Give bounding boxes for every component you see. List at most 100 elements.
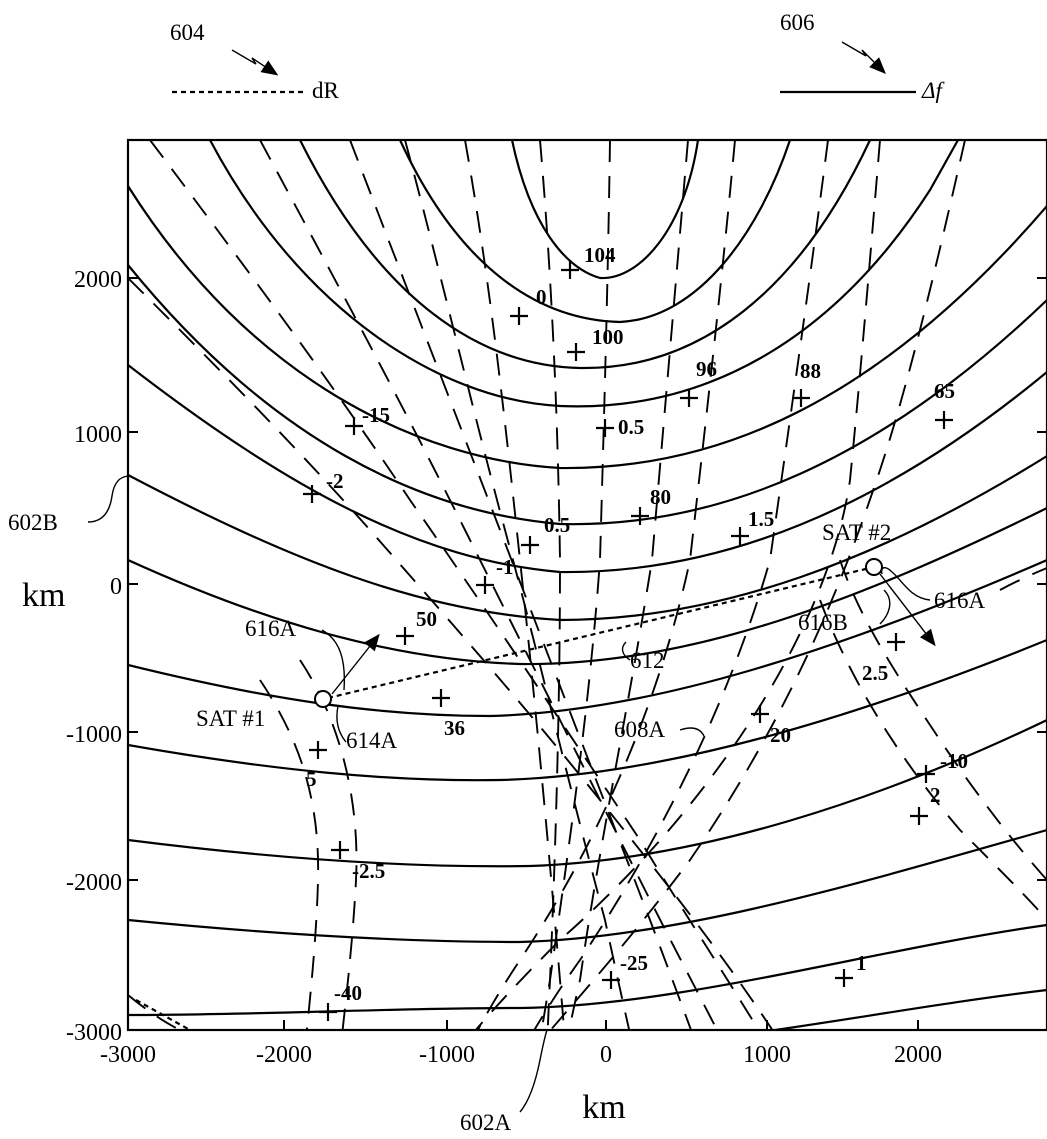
svg-text:0.5: 0.5: [618, 415, 644, 439]
range-contour-6: [464, 140, 566, 1030]
legend-dashed-label: dR: [312, 78, 340, 103]
svg-text:96: 96: [696, 357, 717, 381]
freq-contour-15: [768, 988, 1047, 1030]
freq-contour-14: [128, 923, 1047, 1017]
legend: 604 dR 606 Δf: [170, 10, 945, 103]
ref-616b-leader: [879, 589, 891, 625]
x-axis: -3000 -2000 -1000 0 1000 2000 km: [100, 1042, 942, 1126]
marker-0: 0: [510, 285, 547, 325]
x-tick-label: 1000: [743, 1042, 791, 1068]
sat2-label: SAT #2: [822, 520, 891, 545]
x-tick-label: 2000: [894, 1042, 942, 1068]
ref-612-leader: [621, 641, 631, 661]
corner-dotted-fragment: [135, 999, 191, 1030]
x-tick-label: 0: [600, 1042, 612, 1068]
marker-0.5-upper: 0.5: [596, 415, 644, 439]
reference-labels: 602B 602A 608A 612 614A 616A 616A 616B: [8, 475, 986, 1135]
svg-text:-10: -10: [940, 749, 968, 773]
freq-contour-6: [128, 264, 1047, 526]
marker-100: 100: [567, 325, 624, 361]
marker-0.5-lower: 0.5: [521, 513, 570, 554]
svg-text:100: 100: [592, 325, 624, 349]
y-axis: 2000 1000 0 -1000 -2000 -3000 km: [22, 267, 122, 1046]
svg-text:-1: -1: [496, 555, 514, 579]
freq-contour-11: [128, 638, 1047, 782]
svg-text:20: 20: [770, 723, 791, 747]
range-contour-13: [549, 140, 966, 1030]
range-contour-19: [999, 567, 1047, 591]
marker-minus-2: -2: [303, 469, 344, 503]
sat1-position-marker: [314, 690, 332, 708]
marker-104: 104: [561, 243, 616, 279]
marker-2: 2: [910, 783, 941, 825]
x-axis-unit: km: [582, 1089, 625, 1126]
svg-text:1: 1: [856, 951, 867, 975]
ref-614a: 614A: [346, 728, 398, 753]
marker-65: 65: [934, 379, 955, 429]
legend-dashed-leader-arrow: [231, 49, 279, 76]
svg-text:2: 2: [930, 783, 941, 807]
freq-contour-12: [128, 719, 1047, 868]
y-tick-label: 2000: [74, 267, 122, 293]
freq-contour-8: [128, 455, 1047, 622]
ref-614a-leader: [336, 705, 347, 743]
ref-612: 612: [630, 648, 665, 673]
contour-value-markers: 104 0 100 96 88 65 -1 5 0.5 -2 80 0.5 1.5…: [303, 243, 968, 1021]
sat1-velocity-arrow: [331, 633, 380, 695]
y-tick-marks: [128, 277, 1047, 881]
range-contour-1: [128, 277, 774, 1030]
ref-616a-right-leader: [880, 567, 931, 601]
svg-text:65: 65: [934, 379, 955, 403]
marker-80: 80: [631, 485, 671, 525]
range-contour-16: [259, 679, 320, 1030]
marker-minus-2.5: -2.5: [331, 841, 385, 883]
marker-96: 96: [680, 357, 717, 407]
plot-frame: [126, 138, 1047, 1032]
range-contour-10: [476, 140, 736, 1030]
freq-contour-1: [510, 140, 700, 280]
svg-text:104: 104: [584, 243, 616, 267]
svg-text:80: 80: [650, 485, 671, 509]
ref-616a-left-leader: [321, 629, 346, 691]
svg-text:-2.5: -2.5: [352, 859, 385, 883]
ref-616a-left: 616A: [245, 616, 297, 641]
range-contour-7: [539, 140, 561, 1030]
range-contour-17: [299, 659, 358, 1030]
svg-text:-40: -40: [334, 981, 362, 1005]
marker-minus-25: -25: [602, 951, 648, 989]
freq-contour-4: [209, 140, 959, 408]
y-tick-label: -2000: [66, 870, 122, 896]
marker-88: 88: [792, 359, 821, 407]
x-tick-marks: [283, 1020, 919, 1030]
marker-5: 5: [306, 741, 327, 791]
ref-602b: 602B: [8, 510, 58, 535]
svg-text:-2: -2: [326, 469, 344, 493]
svg-text:-25: -25: [620, 951, 648, 975]
freq-contour-13: [128, 828, 1047, 944]
svg-text:5: 5: [306, 767, 317, 791]
x-tick-label: -1000: [419, 1042, 475, 1068]
freq-contour-9: [128, 507, 1047, 666]
range-contour-5: [404, 140, 631, 1030]
ref-616a-right: 616A: [934, 588, 986, 613]
legend-solid-label: Δf: [921, 78, 945, 103]
sat2-position-marker: [865, 558, 883, 576]
legend-dashed-ref: 604: [170, 20, 205, 45]
range-contour-3: [259, 140, 719, 1030]
y-tick-label: -1000: [66, 722, 122, 748]
ref-616b: 616B: [798, 610, 848, 635]
svg-text:36: 36: [444, 716, 465, 740]
range-contour-9: [568, 140, 689, 1030]
range-contour-18: [128, 994, 181, 1030]
sat1-label: SAT #1: [196, 706, 265, 731]
marker-36: 36: [432, 689, 465, 740]
svg-text:2.5: 2.5: [862, 661, 888, 685]
y-tick-label: 1000: [74, 422, 122, 448]
satellite-baseline: [327, 565, 875, 700]
svg-text:0: 0: [536, 285, 547, 309]
range-contour-8: [540, 140, 611, 1030]
svg-text:1.5: 1.5: [748, 507, 774, 531]
sat2-velocity-arrow: [879, 573, 936, 647]
freq-contour-3: [299, 140, 871, 370]
